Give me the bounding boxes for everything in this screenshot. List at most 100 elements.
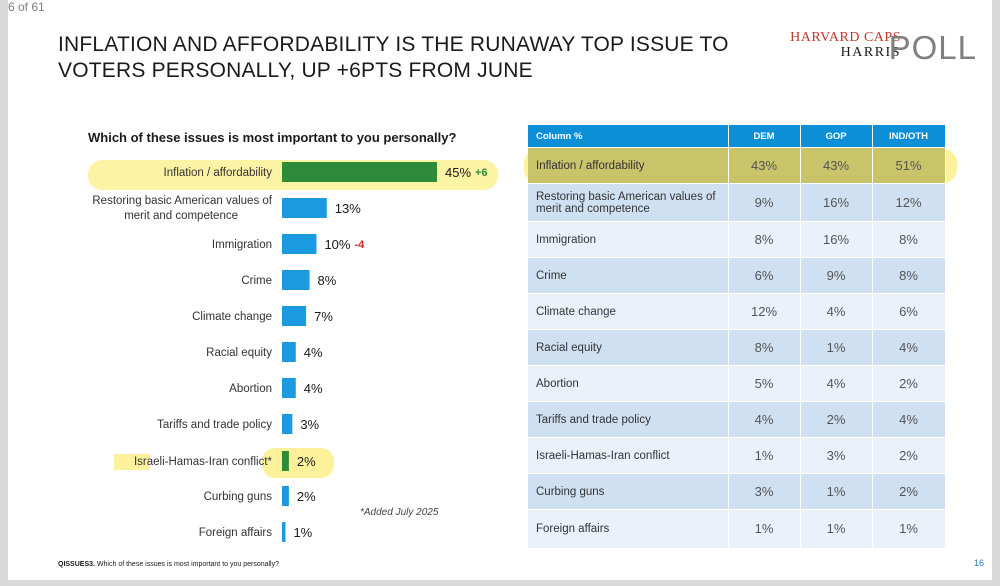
table-row: Climate change 12% 4% 6%: [528, 293, 946, 330]
category-label: Restoring basic American values of merit …: [92, 195, 272, 222]
header-dem: DEM: [728, 125, 801, 148]
table-cell-dem: 1%: [728, 437, 801, 474]
bar: [282, 451, 289, 471]
bar: [282, 342, 296, 362]
value-label: 3%: [300, 417, 319, 432]
change-label: +6: [475, 167, 488, 179]
harvard-caps-harris-poll-logo: HARVARD CAPS HARRIS POLL: [790, 26, 983, 66]
footnote: QISSUES3. Which of these issues is most …: [58, 561, 279, 568]
table-row: Abortion 5% 4% 2%: [528, 365, 946, 402]
bar: [282, 162, 437, 182]
bar: [282, 198, 327, 218]
table-cell-ind: 4%: [872, 401, 946, 438]
bar-chart: Inflation / affordability 45% +6 Restoring …: [92, 162, 488, 542]
table-cell-ind: 1%: [872, 509, 946, 548]
table-cell-ind: 51%: [872, 147, 946, 184]
table-cell-label: Israeli-Hamas-Iran conflict: [528, 437, 729, 474]
table-row: Inflation / affordability 43% 43% 51%: [528, 147, 946, 184]
highlight-israel-bar: [262, 448, 334, 478]
table-cell-ind: 8%: [872, 221, 946, 258]
table-cell-ind: 2%: [872, 365, 946, 402]
table-cell-ind: 12%: [872, 183, 946, 222]
table-cell-label: Crime: [528, 257, 729, 294]
table-cell-ind: 4%: [872, 329, 946, 366]
table-cell-label: Curbing guns: [528, 473, 729, 510]
category-label: Inflation / affordability: [164, 167, 273, 179]
table-cell-ind: 6%: [872, 293, 946, 330]
table-row: Israeli-Hamas-Iran conflict 1% 3% 2%: [528, 437, 946, 474]
slide: 6 of 61 INFLATION AND AFFORDABILITY IS T…: [8, 0, 992, 580]
slide-title: INFLATION AND AFFORDABILITY IS THE RUNAW…: [58, 33, 729, 82]
highlight-israel-label: [114, 454, 150, 470]
table-header-row: Column % DEM GOP IND/OTH: [528, 125, 946, 148]
category-label: Crime: [241, 275, 272, 287]
table-cell-ind: 8%: [872, 257, 946, 294]
bar: [282, 486, 289, 506]
category-label: Israeli-Hamas-Iran conflict*: [134, 456, 273, 468]
table-cell-label: Restoring basic American values of merit…: [528, 183, 729, 222]
table-cell-gop: 1%: [800, 473, 873, 510]
table-row: Foreign affairs 1% 1% 1%: [528, 509, 946, 548]
logo-line-2: HARRIS: [840, 45, 901, 60]
value-label: 8%: [318, 273, 337, 288]
table-cell-ind: 2%: [872, 437, 946, 474]
value-label: 1%: [293, 525, 312, 540]
header-ind-oth: IND/OTH: [872, 125, 946, 148]
table-cell-dem: 6%: [728, 257, 801, 294]
table-row: Tariffs and trade policy 4% 2% 4%: [528, 401, 946, 438]
value-label: 10%: [324, 237, 350, 252]
change-label: -4: [354, 239, 365, 251]
table-cell-gop: 16%: [800, 183, 873, 222]
table-cell-gop: 4%: [800, 365, 873, 402]
value-label: 2%: [297, 489, 316, 504]
table-cell-dem: 3%: [728, 473, 801, 510]
table-row: Racial equity 8% 1% 4%: [528, 329, 946, 366]
table-cell-gop: 1%: [800, 509, 873, 548]
table-cell-gop: 43%: [800, 147, 873, 184]
value-label: 4%: [304, 345, 323, 360]
category-label: Curbing guns: [204, 491, 273, 503]
table-cell-dem: 9%: [728, 183, 801, 222]
table-cell-ind: 2%: [872, 473, 946, 510]
added-note: *Added July 2025: [360, 507, 439, 518]
table-row: Crime 6% 9% 8%: [528, 257, 946, 294]
table-cell-label: Foreign affairs: [528, 509, 729, 548]
value-label: 4%: [304, 381, 323, 396]
table-row: Curbing guns 3% 1% 2%: [528, 473, 946, 510]
category-label: Foreign affairs: [199, 527, 273, 539]
table-cell-dem: 4%: [728, 401, 801, 438]
category-label: Tariffs and trade policy: [157, 419, 272, 431]
table-cell-label: Immigration: [528, 221, 729, 258]
table-row: Restoring basic American values of merit…: [528, 183, 946, 222]
value-label: 13%: [335, 201, 361, 216]
table-cell-label: Racial equity: [528, 329, 729, 366]
table-cell-label: Climate change: [528, 293, 729, 330]
bar: [282, 234, 317, 254]
header-column-pct: Column %: [528, 125, 729, 148]
category-label: Racial equity: [206, 347, 272, 359]
slide-number: 16: [973, 558, 984, 568]
party-breakdown-table: Column % DEM GOP IND/OTH Inflation / aff…: [528, 125, 946, 548]
footnote-code: QISSUES3.: [58, 561, 95, 568]
table-cell-dem: 12%: [728, 293, 801, 330]
table-cell-label: Inflation / affordability: [528, 147, 729, 184]
logo-line-3: POLL: [888, 29, 977, 66]
table-row: Immigration 8% 16% 8%: [528, 221, 946, 258]
bar: [282, 522, 286, 542]
table-cell-dem: 1%: [728, 509, 801, 548]
logo-line-1: HARVARD CAPS: [790, 30, 901, 45]
bar: [282, 414, 293, 434]
chart-question: Which of these issues is most important …: [88, 130, 457, 145]
bar: [282, 306, 307, 326]
table-cell-gop: 4%: [800, 293, 873, 330]
value-label: 2%: [297, 454, 316, 469]
bar: [282, 270, 310, 290]
category-label: Abortion: [229, 383, 272, 395]
category-label: Climate change: [192, 311, 272, 323]
value-label: 45%: [445, 165, 471, 180]
table-cell-label: Abortion: [528, 365, 729, 402]
header-gop: GOP: [800, 125, 873, 148]
page-counter: 6 of 61: [8, 0, 45, 14]
table-cell-dem: 5%: [728, 365, 801, 402]
table-cell-gop: 1%: [800, 329, 873, 366]
